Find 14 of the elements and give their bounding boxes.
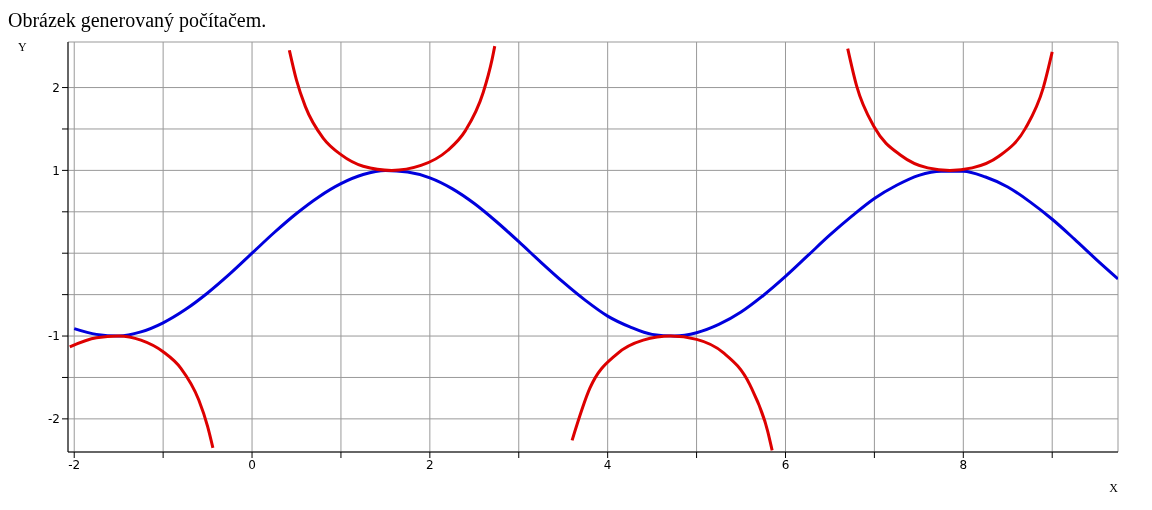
x-tick-label: -2: [68, 457, 81, 472]
y-tick-label: 1: [52, 163, 60, 178]
x-tick-label: 6: [781, 457, 790, 472]
line-series: [72, 168, 1118, 338]
y-tick-label: -1: [48, 329, 60, 344]
y-tick-label: 2: [52, 80, 60, 95]
x-tick-label: 8: [959, 457, 968, 472]
x-axis-title: X: [1109, 481, 1119, 495]
y-tick-label: -2: [48, 412, 60, 427]
y-axis-title: Y: [18, 39, 27, 54]
chart-title: Obrázek generovaný počítačem.: [8, 8, 268, 32]
x-tick-label: 2: [426, 457, 434, 472]
x-tick-label: 4: [603, 457, 612, 472]
x-tick-label: 0: [248, 457, 256, 472]
